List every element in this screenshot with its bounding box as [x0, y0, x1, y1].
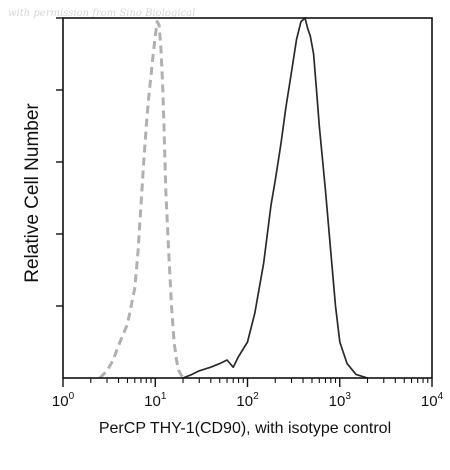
isotype-control-curve	[98, 20, 185, 380]
cd90-stained-curve	[182, 17, 368, 379]
x-tick-label: 100	[52, 391, 75, 410]
watermark-text: with permission from Sino Biological	[8, 8, 196, 19]
x-tick-label: 102	[236, 391, 259, 410]
x-tick-label: 103	[329, 391, 352, 410]
x-axis-label: PerCP THY-1(CD90), with isotype control	[99, 420, 391, 437]
x-tick-label: 104	[421, 391, 444, 410]
y-axis-label: Relative Cell Number	[22, 103, 43, 283]
x-tick-label: 101	[144, 391, 167, 410]
plot-frame	[62, 17, 433, 379]
